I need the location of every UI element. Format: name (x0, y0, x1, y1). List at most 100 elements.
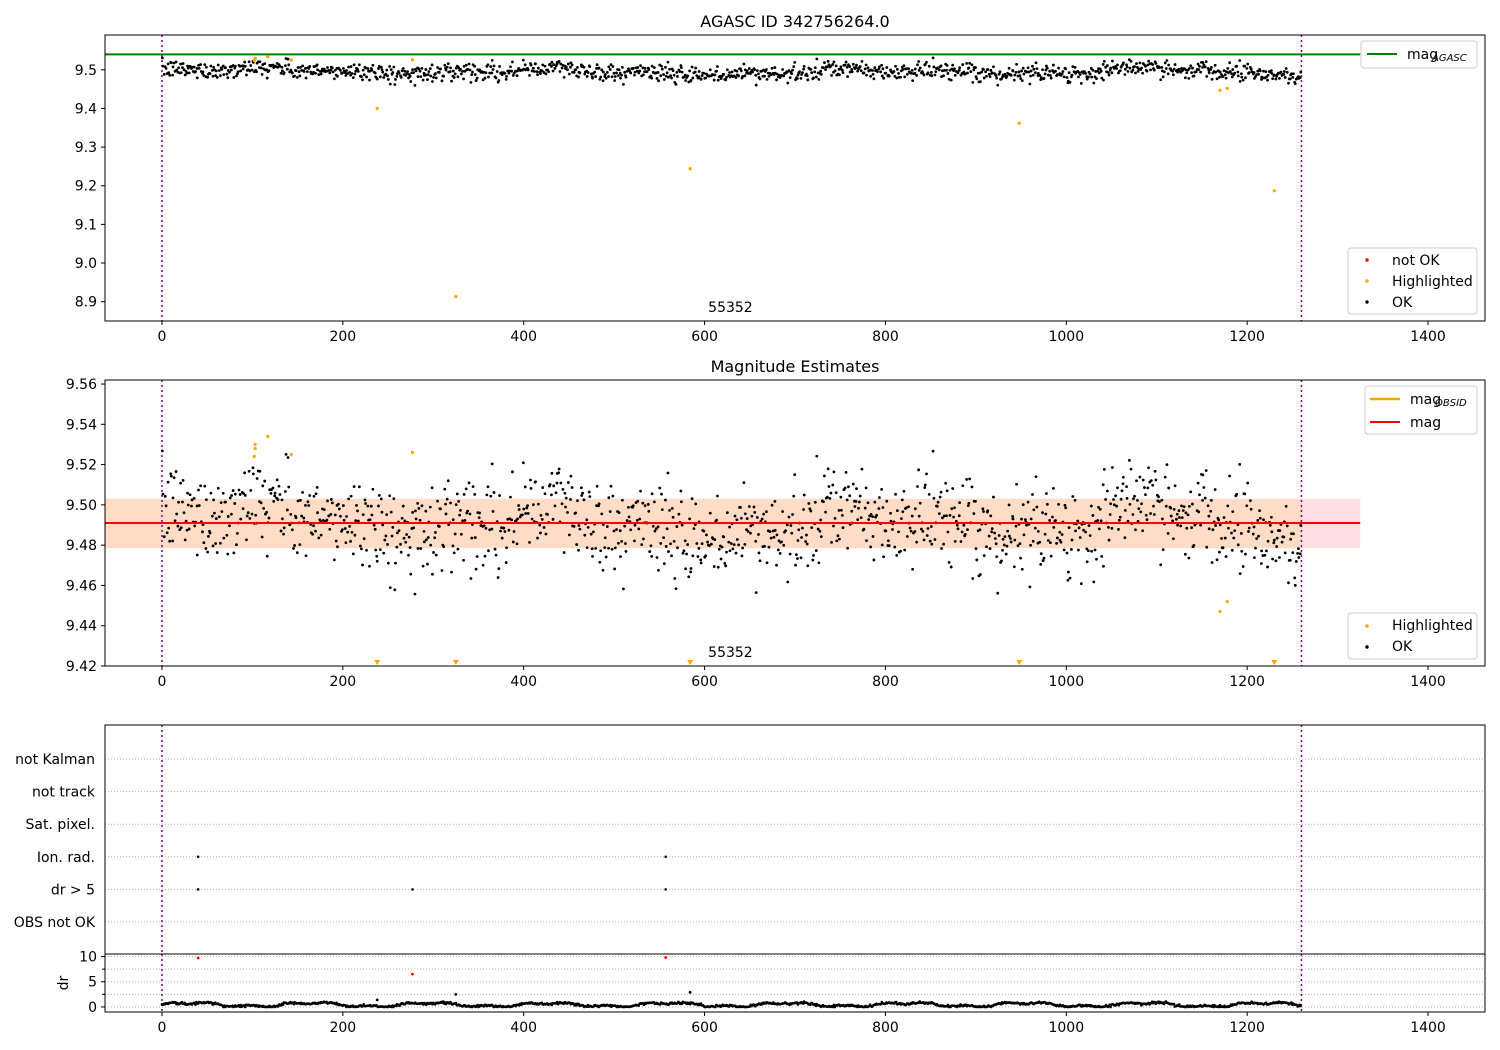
ok-point (735, 538, 739, 541)
ok-point (171, 73, 175, 77)
ok-point (511, 60, 514, 64)
ok-point (1001, 548, 1004, 552)
ok-point (1048, 74, 1052, 77)
ok-point (317, 73, 321, 76)
ok-point (822, 500, 825, 504)
x-tick-label: 1400 (1410, 329, 1446, 345)
ok-point (858, 494, 862, 498)
ok-point (1282, 70, 1286, 73)
ok-point (1149, 479, 1153, 483)
ok-point (1110, 71, 1114, 75)
ok-point (409, 80, 413, 83)
ok-point (179, 71, 183, 75)
x-tick-label: 600 (691, 1020, 718, 1036)
panel-agasc-title: AGASC ID 342756264.0 (700, 12, 889, 31)
ok-point (795, 553, 798, 556)
ok-point (497, 79, 501, 82)
ok-point (787, 69, 791, 72)
ok-point (819, 69, 823, 73)
ok-point (1161, 75, 1165, 79)
ok-point (958, 66, 962, 70)
ok-point (1077, 526, 1081, 530)
ok-point (910, 68, 914, 72)
ok-point (182, 511, 186, 515)
ok-point (406, 70, 409, 73)
ok-point (1247, 526, 1251, 530)
ok-point (691, 554, 695, 558)
ok-point (505, 75, 508, 78)
ok-point (179, 481, 182, 485)
ok-point (995, 76, 999, 80)
ok-point (457, 66, 461, 69)
ok-point (1077, 548, 1080, 552)
ok-point (1285, 524, 1289, 528)
ok-point (357, 63, 361, 67)
ok-point (1226, 504, 1230, 508)
ok-point (1071, 65, 1075, 69)
ok-point (869, 545, 873, 549)
ok-point (190, 65, 194, 69)
ok-point (837, 67, 841, 71)
ok-point (805, 542, 809, 546)
ok-point (1138, 61, 1142, 65)
ok-point (773, 528, 777, 532)
ok-point (181, 62, 185, 65)
y-tick-label: 9.54 (66, 417, 97, 433)
ok-point (719, 557, 723, 561)
ok-point (997, 72, 1001, 76)
ok-point (267, 516, 271, 520)
ok-point (172, 476, 176, 480)
legend-label-ok: OK (1392, 295, 1413, 311)
ok-point (279, 71, 283, 75)
ok-point (1063, 503, 1067, 507)
ok-point (956, 527, 960, 531)
ok-point (504, 561, 508, 564)
ok-point (199, 484, 203, 488)
ok-point (1284, 67, 1288, 70)
ok-point (1140, 502, 1143, 506)
ok-point (1109, 66, 1113, 70)
ok-point (1137, 507, 1141, 511)
ok-point (1182, 505, 1186, 509)
ok-point (1282, 73, 1286, 76)
ok-point (583, 72, 587, 76)
ok-point (349, 65, 353, 68)
ok-point (1084, 72, 1087, 75)
ok-point (786, 580, 790, 584)
ok-point (1039, 552, 1043, 555)
ok-point (532, 70, 536, 73)
legend-label-mag-agasc: mag (1407, 47, 1438, 63)
ok-point (557, 471, 561, 475)
ok-point (388, 494, 392, 498)
ok-point (380, 68, 384, 72)
ok-point (763, 74, 766, 78)
ok-point (183, 73, 187, 77)
ok-point (576, 66, 579, 69)
ok-point (1026, 66, 1030, 70)
ok-point (209, 64, 213, 68)
ok-point (839, 508, 843, 512)
ok-point (832, 60, 836, 64)
ok-point (633, 73, 636, 77)
ok-point (708, 68, 712, 72)
ok-point (171, 539, 175, 543)
ok-point (893, 545, 897, 549)
ok-point (192, 496, 196, 500)
ok-point (956, 71, 960, 75)
ok-point (770, 503, 774, 507)
ok-point (1266, 73, 1270, 77)
legend-label-highlighted-2: Highlighted (1392, 618, 1473, 634)
ok-point (381, 523, 385, 527)
ok-point (607, 75, 610, 78)
ok-point (664, 74, 668, 78)
below-range-marker (452, 660, 459, 665)
ok-point (692, 527, 696, 531)
ok-point (430, 486, 434, 490)
ok-point (564, 65, 568, 69)
y-tick-label: 8.9 (75, 295, 97, 311)
ok-point (418, 518, 422, 522)
ok-point (775, 72, 779, 76)
ok-point (689, 570, 693, 574)
ok-point (946, 530, 950, 534)
ok-point (858, 65, 862, 68)
